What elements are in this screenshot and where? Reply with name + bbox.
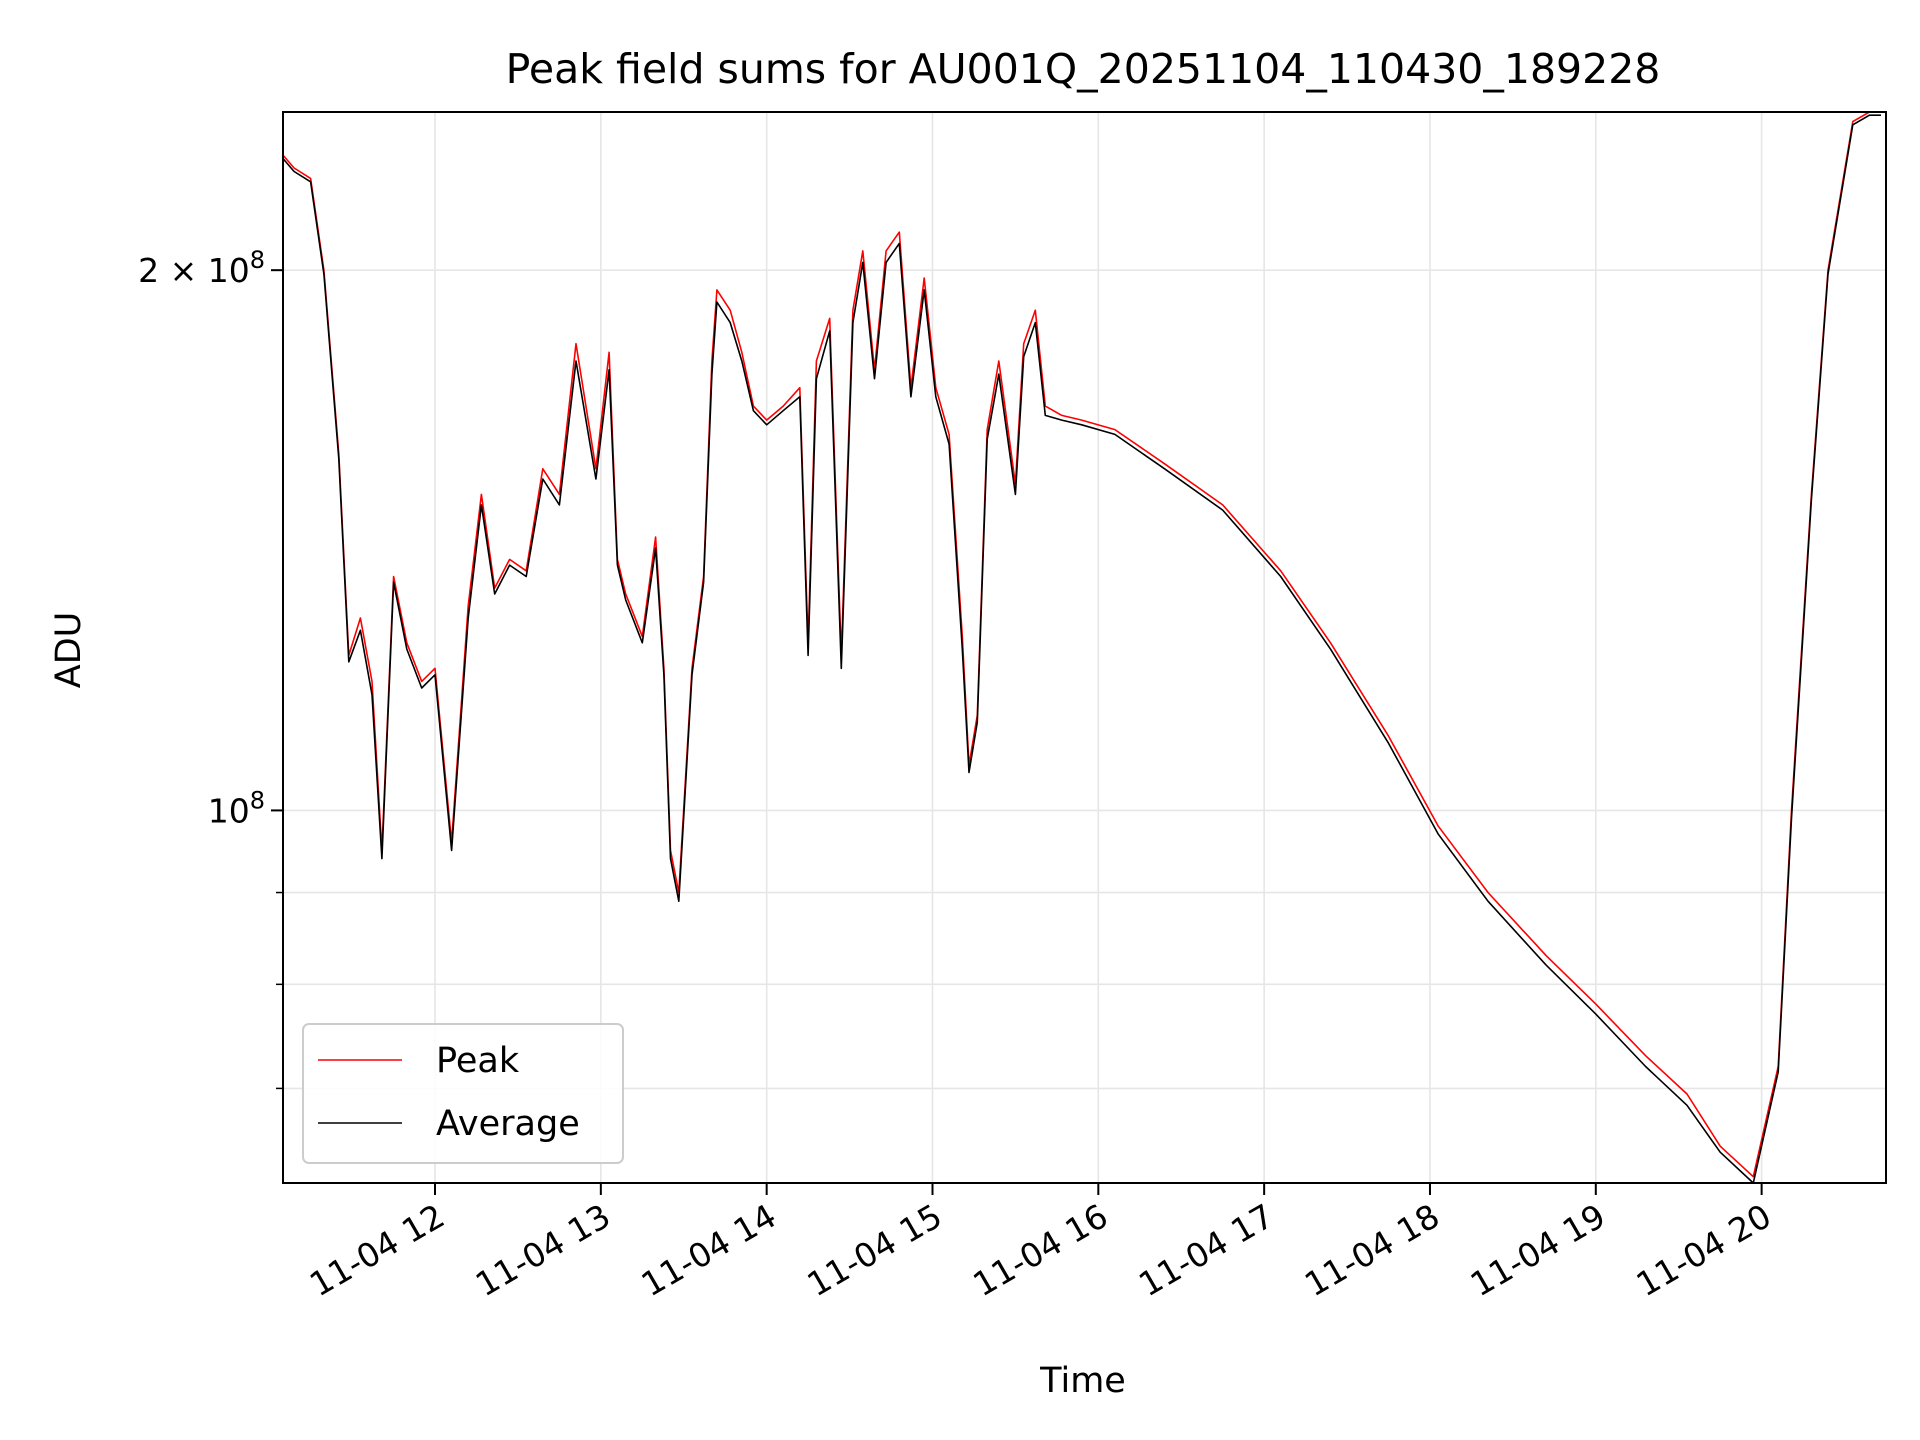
y-tick-label: 108 [208, 786, 265, 830]
y-tick-label: 2 × 108 [138, 246, 265, 290]
legend-label-average: Average [436, 1104, 580, 1144]
legend-label-peak: Peak [436, 1041, 520, 1081]
legend: Peak Average [302, 1023, 624, 1164]
series-line-peak [281, 111, 1881, 1178]
legend-box [302, 1023, 624, 1164]
y-axis-label: ADU [49, 612, 89, 689]
series-line-average [281, 114, 1881, 1184]
x-axis-label: Time [1039, 1361, 1126, 1401]
series-layer [281, 111, 1881, 1184]
chart-title: Peak field sums for AU001Q_20251104_1104… [506, 45, 1661, 93]
plot-area-frame [282, 111, 1887, 1184]
